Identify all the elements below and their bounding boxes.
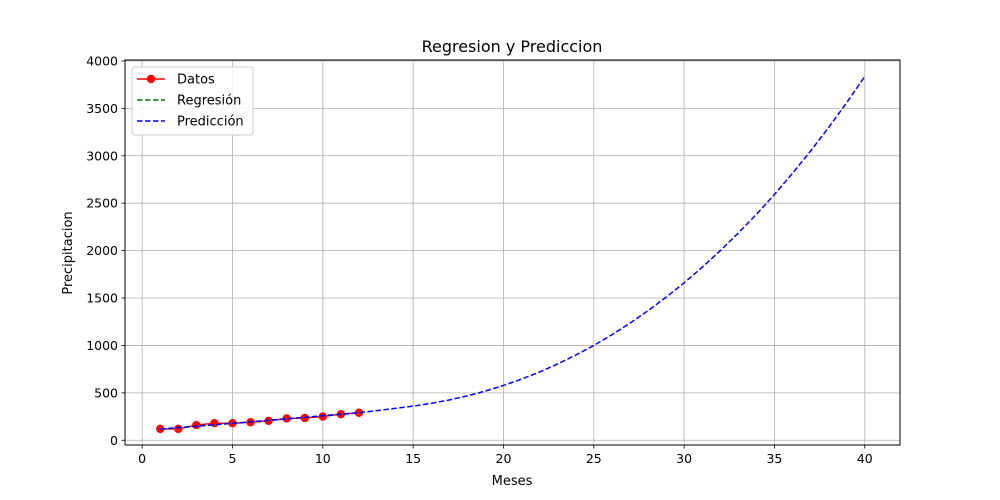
legend-label: Regresión [177,94,241,109]
grid-lines [125,60,900,445]
x-tick-label: 35 [766,451,782,466]
legend-label: Datos [177,73,215,88]
x-tick-label: 5 [229,451,237,466]
plot-background [125,60,900,445]
data-point [192,420,201,430]
y-tick-label: 2000 [86,243,118,258]
axis-ticks: 0 5 10 15 20 25 30 35 40 0 500 1000 1500 2000 2500 3000… [86,53,873,466]
y-tick-label: 0 [110,433,118,448]
x-tick-label: 40 [857,451,873,466]
chart-title: Regresion y Prediccion [422,37,603,56]
y-tick-label: 2500 [86,196,118,211]
legend-label: Predicción [177,115,244,130]
plot-frame [124,59,901,446]
legend-marker [146,74,156,84]
x-tick-label: 20 [496,451,512,466]
x-axis-label: Meses [492,474,533,489]
x-tick-label: 10 [315,451,331,466]
data-point [318,412,328,421]
data-point [174,424,183,434]
data-point [282,414,291,423]
y-tick-label: 1000 [86,338,118,353]
series-layer [156,76,866,434]
series-line-prediccion [160,76,866,430]
y-tick-label: 3000 [86,148,118,163]
y-tick-label: 3500 [86,101,118,116]
y-tick-label: 500 [94,385,118,400]
legend: Datos Regresión Predicción [131,66,254,136]
x-tick-label: 25 [586,451,602,466]
x-tick-label: 15 [405,451,421,466]
legend-box [131,66,254,136]
y-tick-label: 1500 [86,291,118,306]
x-tick-label: 30 [676,451,692,466]
y-tick-label: 4000 [86,53,118,68]
y-axis-label: Precipitacion [61,211,76,294]
data-point [354,408,364,417]
data-point [210,418,219,428]
x-tick-label: 0 [138,451,146,466]
